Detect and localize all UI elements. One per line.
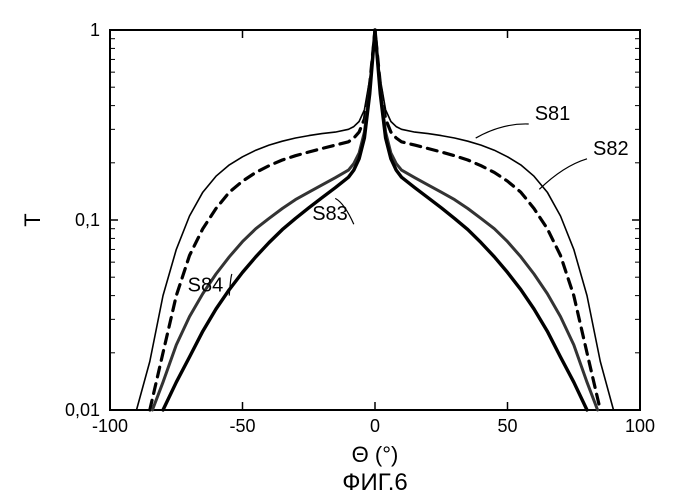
y-tick-label: 0,01	[65, 400, 100, 420]
series-label-S84: S84	[188, 275, 224, 297]
x-tick-label: 0	[370, 416, 380, 436]
y-tick-label: 1	[90, 20, 100, 40]
x-tick-label: 50	[497, 416, 517, 436]
chart-svg: -100-500501000,010,11Θ (°)TФИГ.6S81S82S8…	[0, 0, 682, 500]
y-axis-label: T	[20, 213, 45, 226]
series-S84	[163, 30, 587, 410]
series-label-S81: S81	[535, 103, 571, 125]
series-label-S82: S82	[593, 138, 629, 160]
figure: -100-500501000,010,11Θ (°)TФИГ.6S81S82S8…	[0, 0, 682, 500]
plot-border	[110, 30, 640, 410]
x-tick-label: 100	[625, 416, 655, 436]
leader-S82	[539, 159, 587, 190]
x-tick-label: -50	[229, 416, 255, 436]
figure-caption: ФИГ.6	[342, 469, 408, 496]
y-tick-label: 0,1	[75, 210, 100, 230]
x-axis-label: Θ (°)	[352, 442, 399, 467]
leader-S81	[476, 124, 529, 138]
series-label-S83: S83	[312, 203, 348, 225]
series-S82	[150, 30, 601, 410]
series-S83	[152, 30, 597, 410]
